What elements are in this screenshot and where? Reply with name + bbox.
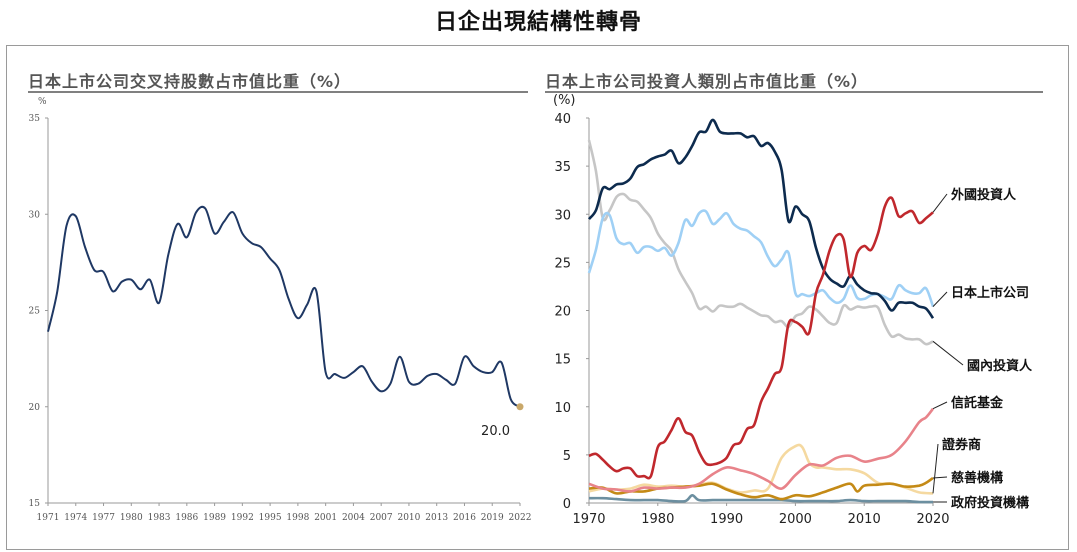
left-x-tick-label: 2004 <box>342 513 365 523</box>
left-x-tick-label: 2022 <box>509 513 532 523</box>
left-last-value-label: 20.0 <box>481 424 510 439</box>
right-x-tick-label: 1970 <box>572 512 605 527</box>
right-x-tick-label: 1990 <box>710 512 743 527</box>
left-last-point <box>516 403 524 411</box>
right-x-tick-label: 1980 <box>641 512 674 527</box>
left-y-tick-label: 30 <box>29 210 41 220</box>
right-series-line-securities_companies <box>588 443 934 495</box>
page-title: 日企出現結構性轉骨 <box>434 10 642 35</box>
left-x-tick-label: 2019 <box>481 513 504 523</box>
series-leader-line <box>932 443 939 494</box>
series-leader-line <box>932 193 948 213</box>
right-x-tick-label: 2000 <box>779 512 812 527</box>
left-y-tick-label: 15 <box>29 499 41 509</box>
chart-frame <box>6 45 1069 550</box>
right-y-tick-label: 10 <box>554 401 571 416</box>
right-y-tick-label: 25 <box>554 256 571 271</box>
left-x-tick-label: 1977 <box>92 513 115 523</box>
right-y-tick-label: 40 <box>554 112 571 127</box>
left-x-tick-label: 1986 <box>175 513 198 523</box>
left-x-tick-label: 1971 <box>37 513 60 523</box>
right-y-tick-label: 5 <box>563 449 571 464</box>
right-series-line-individuals <box>587 139 934 346</box>
left-series-line <box>47 205 521 408</box>
left-y-unit: % <box>38 97 47 107</box>
left-x-tick-label: 2001 <box>314 513 337 523</box>
left-x-tick-label: 1989 <box>203 513 226 523</box>
right-y-tick-label: 35 <box>554 160 571 175</box>
left-y-tick-label: 35 <box>29 114 41 124</box>
series-label: 政府投資機構 <box>951 495 1029 511</box>
right-series-line-non_profit <box>588 476 934 501</box>
left-panel-title: 日本上市公司交叉持股數占市值比重（%） <box>28 72 352 91</box>
right-panel-rule <box>545 91 1043 93</box>
right-y-unit: (%) <box>553 93 576 108</box>
series-leader-line <box>932 291 948 307</box>
left-x-tick-label: 2010 <box>397 513 420 523</box>
right-y-tick-label: 0 <box>563 497 571 512</box>
right-series-line-foreign <box>588 196 934 480</box>
series-leader-line <box>932 476 948 479</box>
left-x-tick-label: 1998 <box>286 513 309 523</box>
series-leader-line <box>932 340 964 366</box>
left-x-tick-label: 2013 <box>425 513 448 523</box>
right-x-tick-label: 2010 <box>848 512 881 527</box>
left-x-tick-label: 1974 <box>64 513 87 523</box>
left-y-tick-label: 20 <box>29 403 41 413</box>
right-y-tick-label: 15 <box>554 353 571 368</box>
series-leader-line <box>932 401 948 410</box>
left-x-tick-label: 1983 <box>148 513 171 523</box>
series-label: 證券商 <box>942 437 981 453</box>
right-series-line-government <box>588 494 934 504</box>
series-label: 慈善機構 <box>951 470 1003 486</box>
right-x-tick-label: 2020 <box>916 512 949 527</box>
left-x-tick-label: 2007 <box>370 513 393 523</box>
series-label: 國內投資人 <box>967 358 1033 374</box>
left-x-tick-label: 2016 <box>453 513 476 523</box>
right-series-line-investment_trusts <box>588 407 935 493</box>
left-x-tick-label: 1995 <box>259 513 282 523</box>
series-label: 外國投資人 <box>950 187 1017 203</box>
right-y-tick-label: 20 <box>554 305 571 320</box>
left-x-tick-label: 1980 <box>120 513 143 523</box>
right-series-line-corporations <box>587 118 935 319</box>
left-panel-rule <box>28 91 528 93</box>
left-x-tick-label: 1992 <box>231 513 254 523</box>
left-y-tick-label: 25 <box>29 307 41 317</box>
series-label: 信託基金 <box>951 395 1004 411</box>
series-label: 日本上市公司 <box>951 285 1029 301</box>
right-panel-title: 日本上市公司投資人類別占市值比重（%） <box>545 72 869 91</box>
right-y-tick-label: 30 <box>554 208 571 223</box>
